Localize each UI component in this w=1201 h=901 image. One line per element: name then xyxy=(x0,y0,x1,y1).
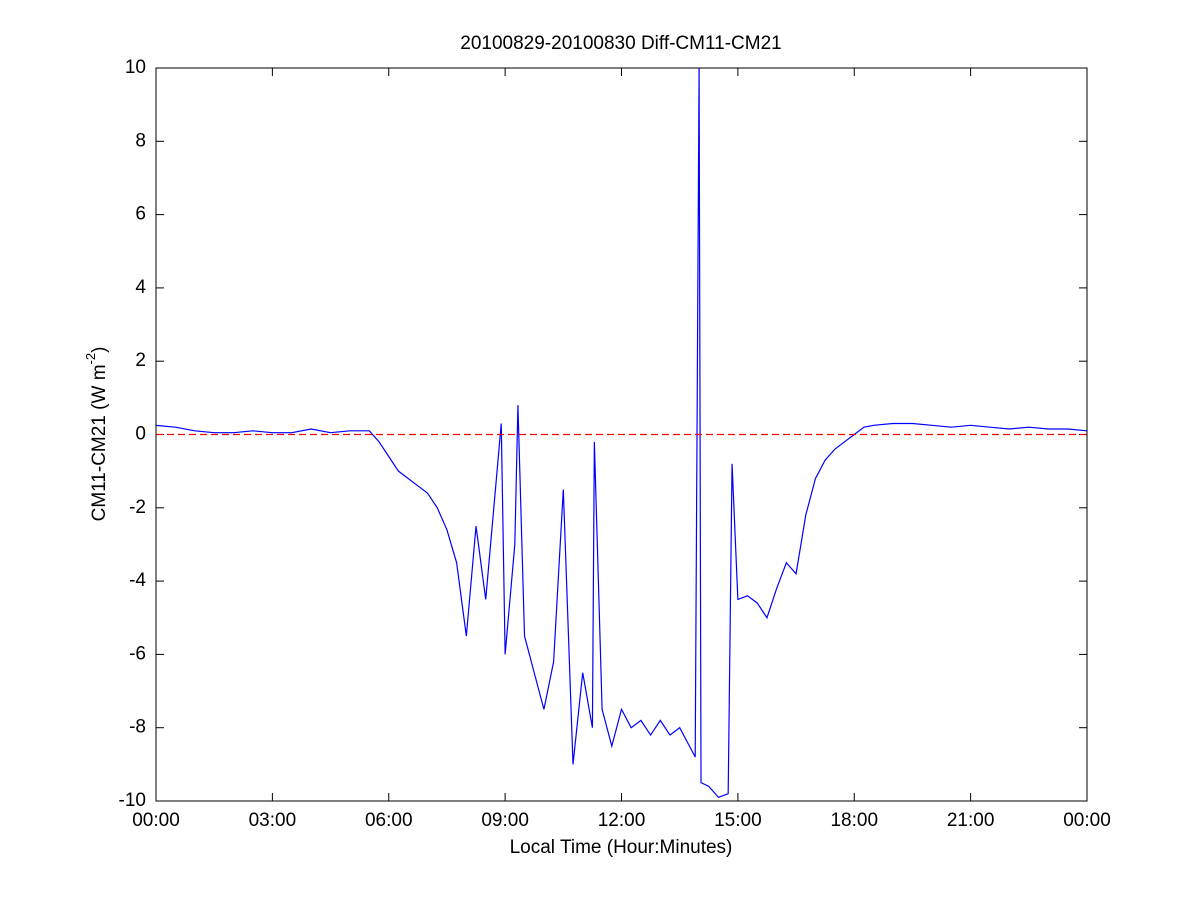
y-axis-label-part: ) xyxy=(89,347,110,353)
x-axis-label: Local Time (Hour:Minutes) xyxy=(510,837,733,858)
y-tick-label: -4 xyxy=(129,570,146,591)
plot-area xyxy=(156,68,1087,799)
y-tick-label: 10 xyxy=(125,57,146,78)
y-axis-label-part: CM11-CM21 (W m xyxy=(89,364,110,521)
data-line xyxy=(156,68,1087,799)
y-tick-label: 2 xyxy=(135,350,146,371)
y-tick-label: -2 xyxy=(129,497,146,518)
y-axis-label-superscript: -2 xyxy=(83,353,98,365)
x-tick-label: 21:00 xyxy=(947,810,995,831)
y-tick-label: -10 xyxy=(119,790,146,811)
x-tick-label: 06:00 xyxy=(365,810,413,831)
y-tick-label: 8 xyxy=(135,130,146,151)
x-tick-label: 12:00 xyxy=(598,810,646,831)
x-tick-label: 09:00 xyxy=(481,810,529,831)
x-tick-label: 00:00 xyxy=(132,810,180,831)
y-tick-label: 0 xyxy=(135,424,146,445)
x-tick-label: 03:00 xyxy=(249,810,297,831)
x-tick-label: 18:00 xyxy=(830,810,878,831)
plot-frame xyxy=(155,67,1088,802)
y-tick-label: 6 xyxy=(135,204,146,225)
y-axis-label: CM11-CM21 (W m-2) xyxy=(83,347,110,522)
chart-title: 20100829-20100830 Diff-CM11-CM21 xyxy=(460,33,781,54)
x-tick-label: 15:00 xyxy=(714,810,762,831)
y-tick-label: 4 xyxy=(135,277,146,298)
y-tick-label: -6 xyxy=(129,643,146,664)
y-tick-label: -8 xyxy=(129,717,146,738)
x-tick-label: 00:00 xyxy=(1063,810,1111,831)
